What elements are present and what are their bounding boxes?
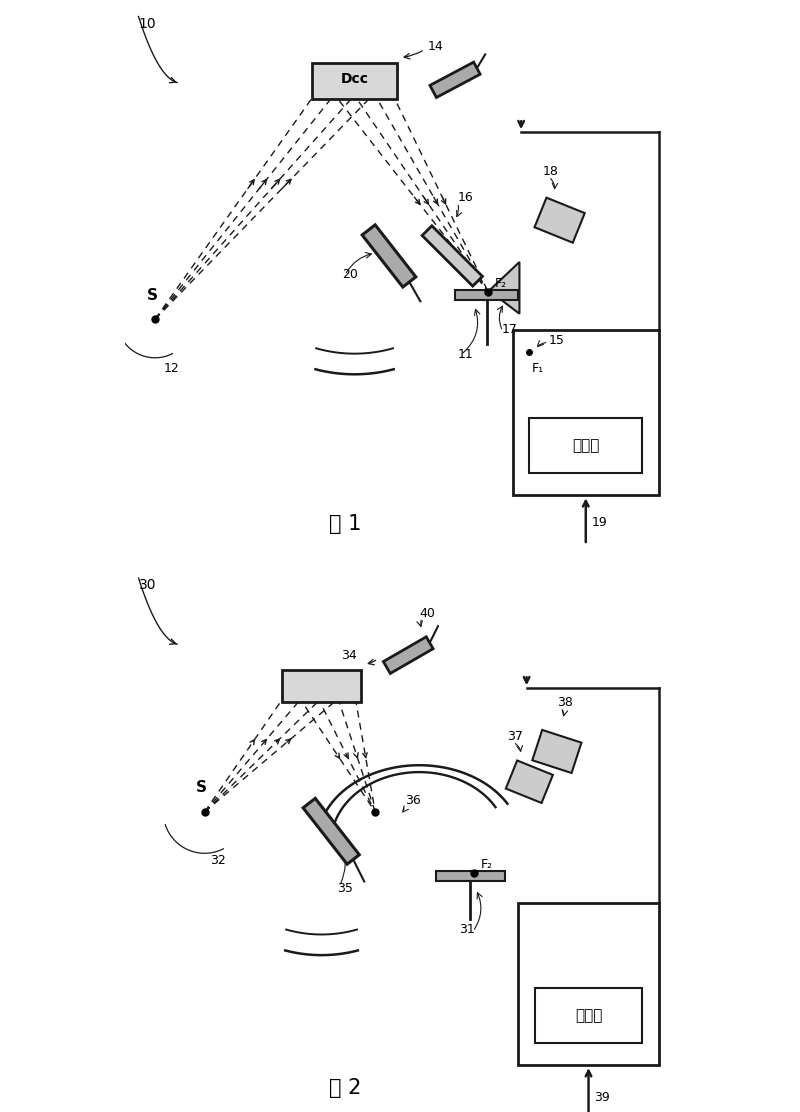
Text: S: S <box>196 781 207 795</box>
Polygon shape <box>506 761 553 803</box>
Text: 控制器: 控制器 <box>572 438 599 454</box>
Text: 39: 39 <box>594 1091 610 1104</box>
Text: 30: 30 <box>138 578 156 592</box>
Polygon shape <box>489 262 519 314</box>
Polygon shape <box>534 198 585 242</box>
Bar <box>513 330 658 495</box>
Text: 图 1: 图 1 <box>329 514 361 534</box>
Text: 15: 15 <box>549 334 565 347</box>
Bar <box>455 290 518 300</box>
Polygon shape <box>303 798 359 864</box>
Bar <box>535 989 642 1043</box>
Text: 12: 12 <box>163 361 179 375</box>
Text: 11: 11 <box>458 348 474 360</box>
Polygon shape <box>430 62 480 98</box>
Text: F₂: F₂ <box>481 858 493 871</box>
Bar <box>518 903 658 1065</box>
Polygon shape <box>362 225 416 287</box>
Text: 31: 31 <box>459 923 475 936</box>
Polygon shape <box>383 637 433 674</box>
Text: F₂: F₂ <box>494 277 507 290</box>
Text: 34: 34 <box>341 649 357 662</box>
Text: 图 2: 图 2 <box>329 1079 361 1099</box>
Text: 14: 14 <box>427 40 443 52</box>
Text: 37: 37 <box>507 731 523 744</box>
Bar <box>282 671 362 702</box>
Text: 10: 10 <box>138 17 156 30</box>
Text: 控制器: 控制器 <box>575 1009 602 1023</box>
Text: 16: 16 <box>458 191 474 203</box>
Bar <box>436 871 505 881</box>
Text: 19: 19 <box>591 516 607 528</box>
Text: 36: 36 <box>406 794 422 806</box>
Text: 38: 38 <box>557 696 573 709</box>
Polygon shape <box>532 729 582 773</box>
Text: 32: 32 <box>210 854 226 867</box>
Text: 17: 17 <box>502 322 518 336</box>
Polygon shape <box>422 226 482 286</box>
Text: 18: 18 <box>543 165 559 178</box>
Text: Dcc: Dcc <box>341 72 369 87</box>
Bar <box>530 418 642 474</box>
Text: F₁: F₁ <box>532 361 544 375</box>
Text: S: S <box>147 288 158 302</box>
Text: 35: 35 <box>337 882 353 895</box>
Text: 40: 40 <box>419 607 435 619</box>
Text: 20: 20 <box>342 268 358 281</box>
Bar <box>312 63 398 99</box>
